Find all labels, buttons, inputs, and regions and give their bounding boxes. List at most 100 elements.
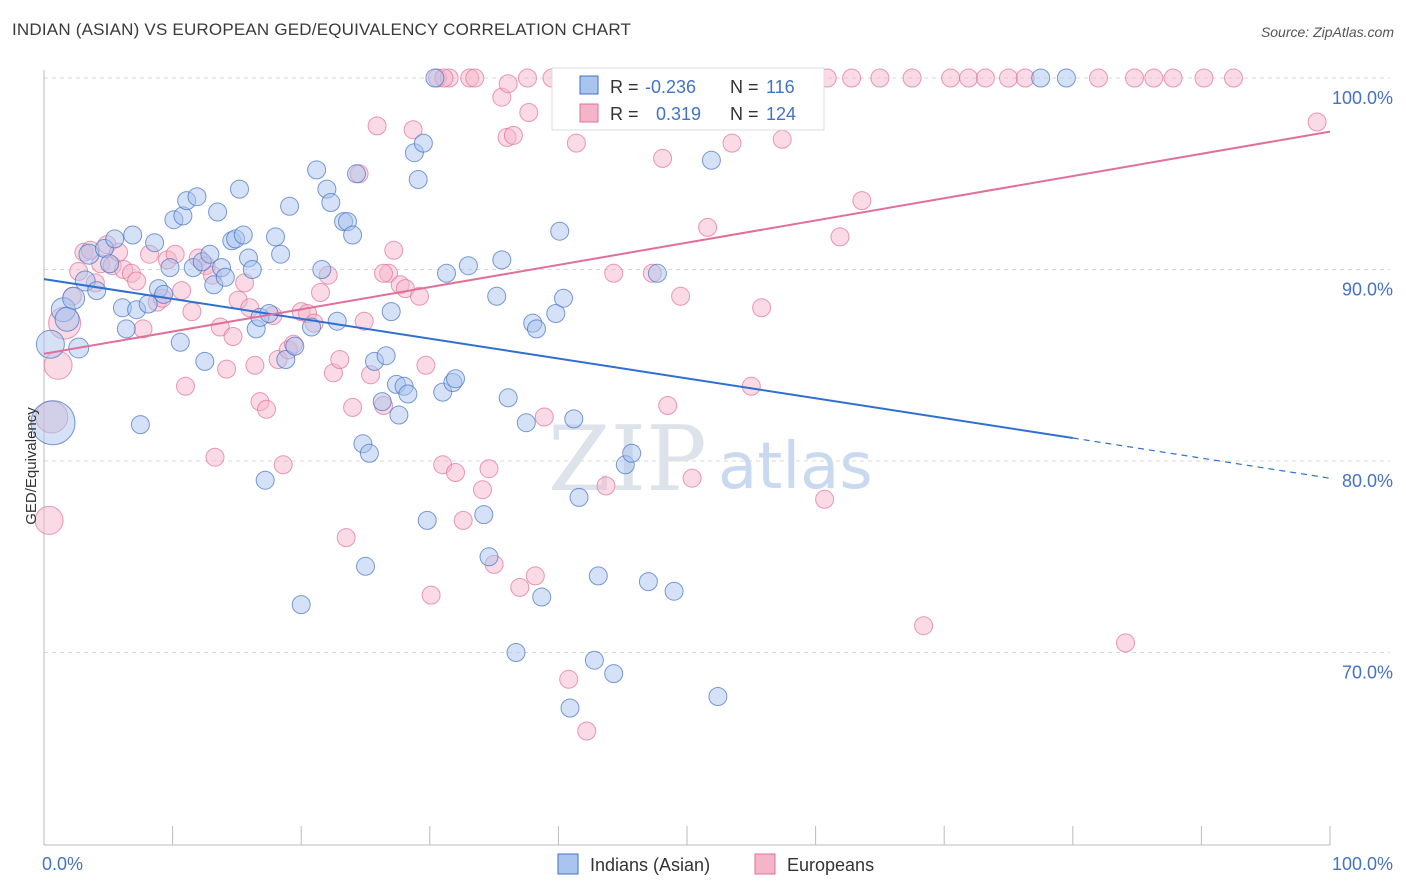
indian-point [242, 260, 262, 279]
indian-point [498, 388, 518, 408]
indian-point [291, 595, 311, 615]
indian-point [160, 258, 180, 278]
european-point [1224, 68, 1243, 88]
y-axis-label: GED/Equivalency [23, 407, 40, 525]
indian-point [302, 317, 321, 337]
european-point [34, 505, 64, 535]
indian-point [312, 260, 332, 279]
european-point [510, 577, 530, 597]
indian-point [145, 233, 165, 253]
european-point [902, 68, 922, 88]
stats-legend: R = -0.236 N = 116 R = 0.319 N = 124 [551, 67, 825, 131]
european-point [127, 271, 147, 291]
european-point [172, 281, 192, 301]
european-point [914, 616, 934, 636]
legend-label-europeans: Europeans [787, 855, 874, 875]
indian-point [170, 332, 190, 352]
european-point [503, 125, 523, 145]
european-point [403, 120, 423, 140]
indian-point [105, 229, 125, 249]
indian-point [62, 286, 86, 310]
stats-swatch-blue [579, 75, 599, 95]
european-point [1307, 112, 1327, 132]
indians-trend-extension [1072, 437, 1331, 479]
indian-point [266, 227, 285, 247]
indian-point [487, 286, 507, 306]
european-point [479, 459, 499, 479]
european-point [498, 74, 518, 94]
indian-point [588, 566, 608, 586]
indians-trend-line [43, 278, 1073, 440]
indian-point [327, 311, 347, 331]
indian-point [35, 329, 65, 359]
europeans-trend-line [43, 130, 1331, 355]
legend-swatch-indians [557, 853, 579, 875]
european-point [416, 355, 436, 375]
indian-point [233, 225, 253, 245]
european-point [182, 302, 202, 322]
european-point [566, 133, 586, 153]
indian-point [708, 687, 728, 706]
indian-point [280, 196, 300, 216]
european-point [176, 376, 195, 396]
european-point [384, 240, 404, 260]
indian-point [255, 470, 275, 490]
european-point [205, 447, 225, 467]
european-point [559, 669, 579, 689]
indian-point [87, 281, 107, 301]
european-point [577, 721, 597, 741]
indian-point [564, 409, 584, 429]
indian-point [356, 556, 375, 576]
european-point [519, 103, 539, 122]
indian-point [446, 369, 465, 389]
indian-point [664, 581, 684, 601]
european-point [959, 68, 979, 88]
indian-point [622, 443, 642, 463]
european-point [374, 263, 393, 283]
watermark-atlas: atlas [718, 430, 873, 504]
european-point [367, 116, 387, 136]
european-point [1194, 68, 1214, 88]
chart-source: Source: ZipAtlas.com [1260, 24, 1394, 40]
european-point [682, 468, 702, 488]
indian-point [560, 698, 580, 718]
indian-point [1056, 68, 1076, 88]
indian-point [389, 405, 409, 425]
gridlines [44, 77, 1390, 653]
european-point [410, 286, 429, 306]
european-point [1163, 68, 1183, 88]
european-point [257, 399, 276, 419]
indian-point [347, 164, 366, 184]
x-tick-label-min: 0.0% [42, 854, 83, 874]
stats-r-label-pink: R = [610, 104, 639, 124]
indian-point [492, 250, 512, 270]
indian-point [516, 413, 536, 433]
indian-point [285, 336, 305, 356]
indian-point [458, 256, 478, 276]
european-point [842, 68, 862, 88]
indian-point [200, 244, 220, 264]
european-point [465, 68, 485, 88]
legend-label-indians: Indians (Asian) [590, 855, 710, 875]
european-point [453, 510, 473, 530]
indians-points [30, 68, 1076, 718]
stats-n-value-blue: 116 [766, 77, 795, 97]
y-tick-label-70: 70.0% [1342, 663, 1393, 683]
indian-point [554, 288, 573, 308]
indian-point [116, 319, 136, 339]
chart-title: INDIAN (ASIAN) VS EUROPEAN GED/EQUIVALEN… [12, 20, 632, 39]
indian-point [413, 133, 433, 153]
indian-point [276, 350, 296, 369]
indian-point [154, 284, 174, 304]
indian-point [425, 68, 445, 88]
european-point [1116, 633, 1135, 653]
european-point [336, 528, 356, 548]
y-tick-label-100: 100.0% [1332, 88, 1393, 108]
indian-point [215, 267, 235, 287]
indian-point [187, 187, 207, 207]
indian-point [569, 487, 589, 507]
european-point [525, 566, 545, 586]
european-point [815, 489, 835, 509]
indian-point [376, 346, 396, 366]
stats-r-label-blue: R = [610, 77, 639, 97]
